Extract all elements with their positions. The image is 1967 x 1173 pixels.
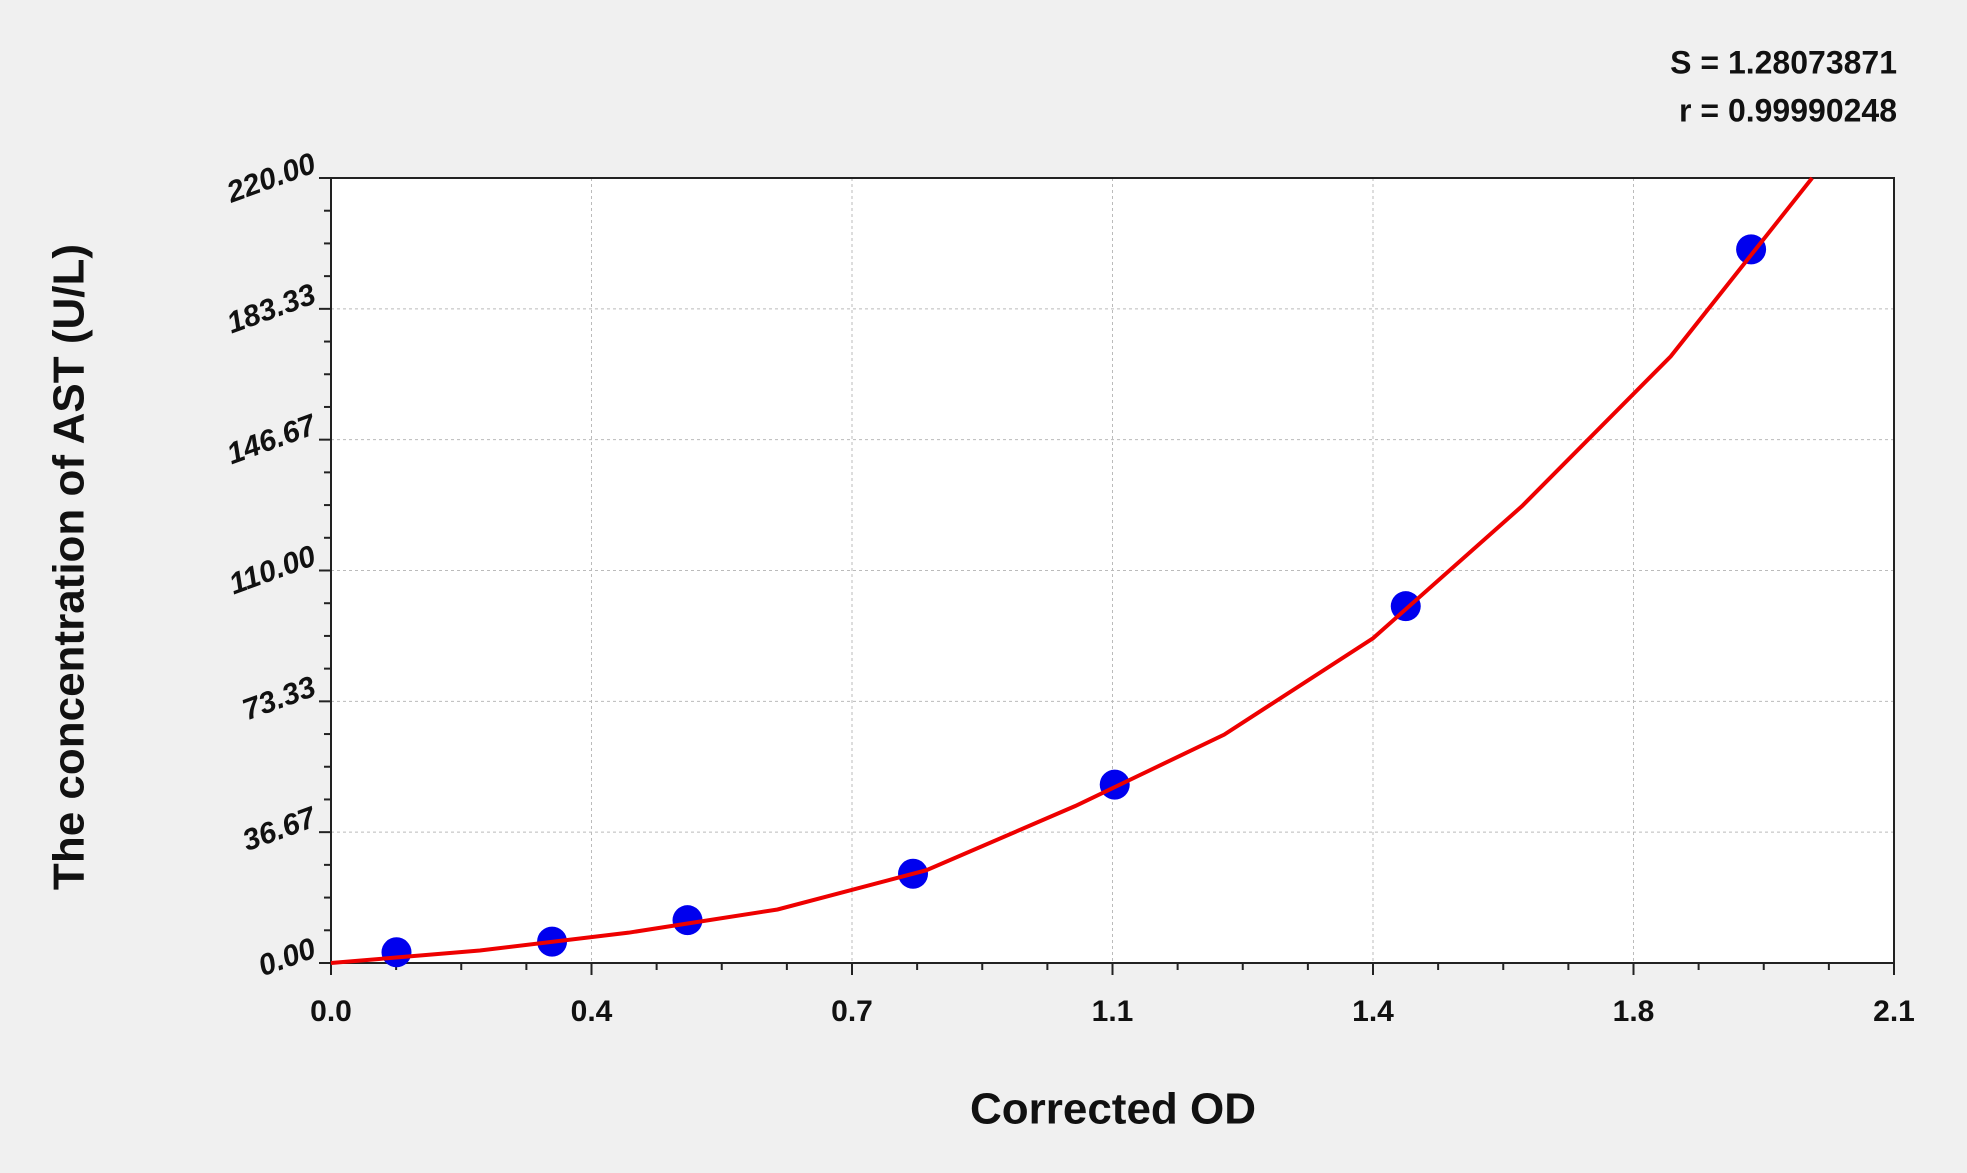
data-point: [1736, 234, 1767, 265]
data-point: [381, 937, 412, 968]
annotation: S = 1.28073871: [1670, 44, 1897, 80]
data-point: [672, 905, 703, 936]
x-axis-title: Corrected OD: [970, 1085, 1256, 1134]
x-tick-label: 1.1: [1092, 995, 1134, 1028]
y-axis-title: The concentration of AST (U/L): [45, 244, 94, 890]
x-tick-label: 1.8: [1613, 995, 1655, 1028]
x-tick-label: 2.1: [1873, 995, 1915, 1028]
fit-curve: [330, 176, 1814, 965]
x-tick-label: 1.4: [1352, 995, 1394, 1028]
x-tick-label: 0.0: [310, 995, 352, 1028]
x-tick-label: 0.4: [571, 995, 613, 1028]
x-tick-label: 0.7: [831, 995, 873, 1028]
data-point: [1099, 769, 1130, 800]
annotation: r = 0.99990248: [1679, 92, 1897, 128]
